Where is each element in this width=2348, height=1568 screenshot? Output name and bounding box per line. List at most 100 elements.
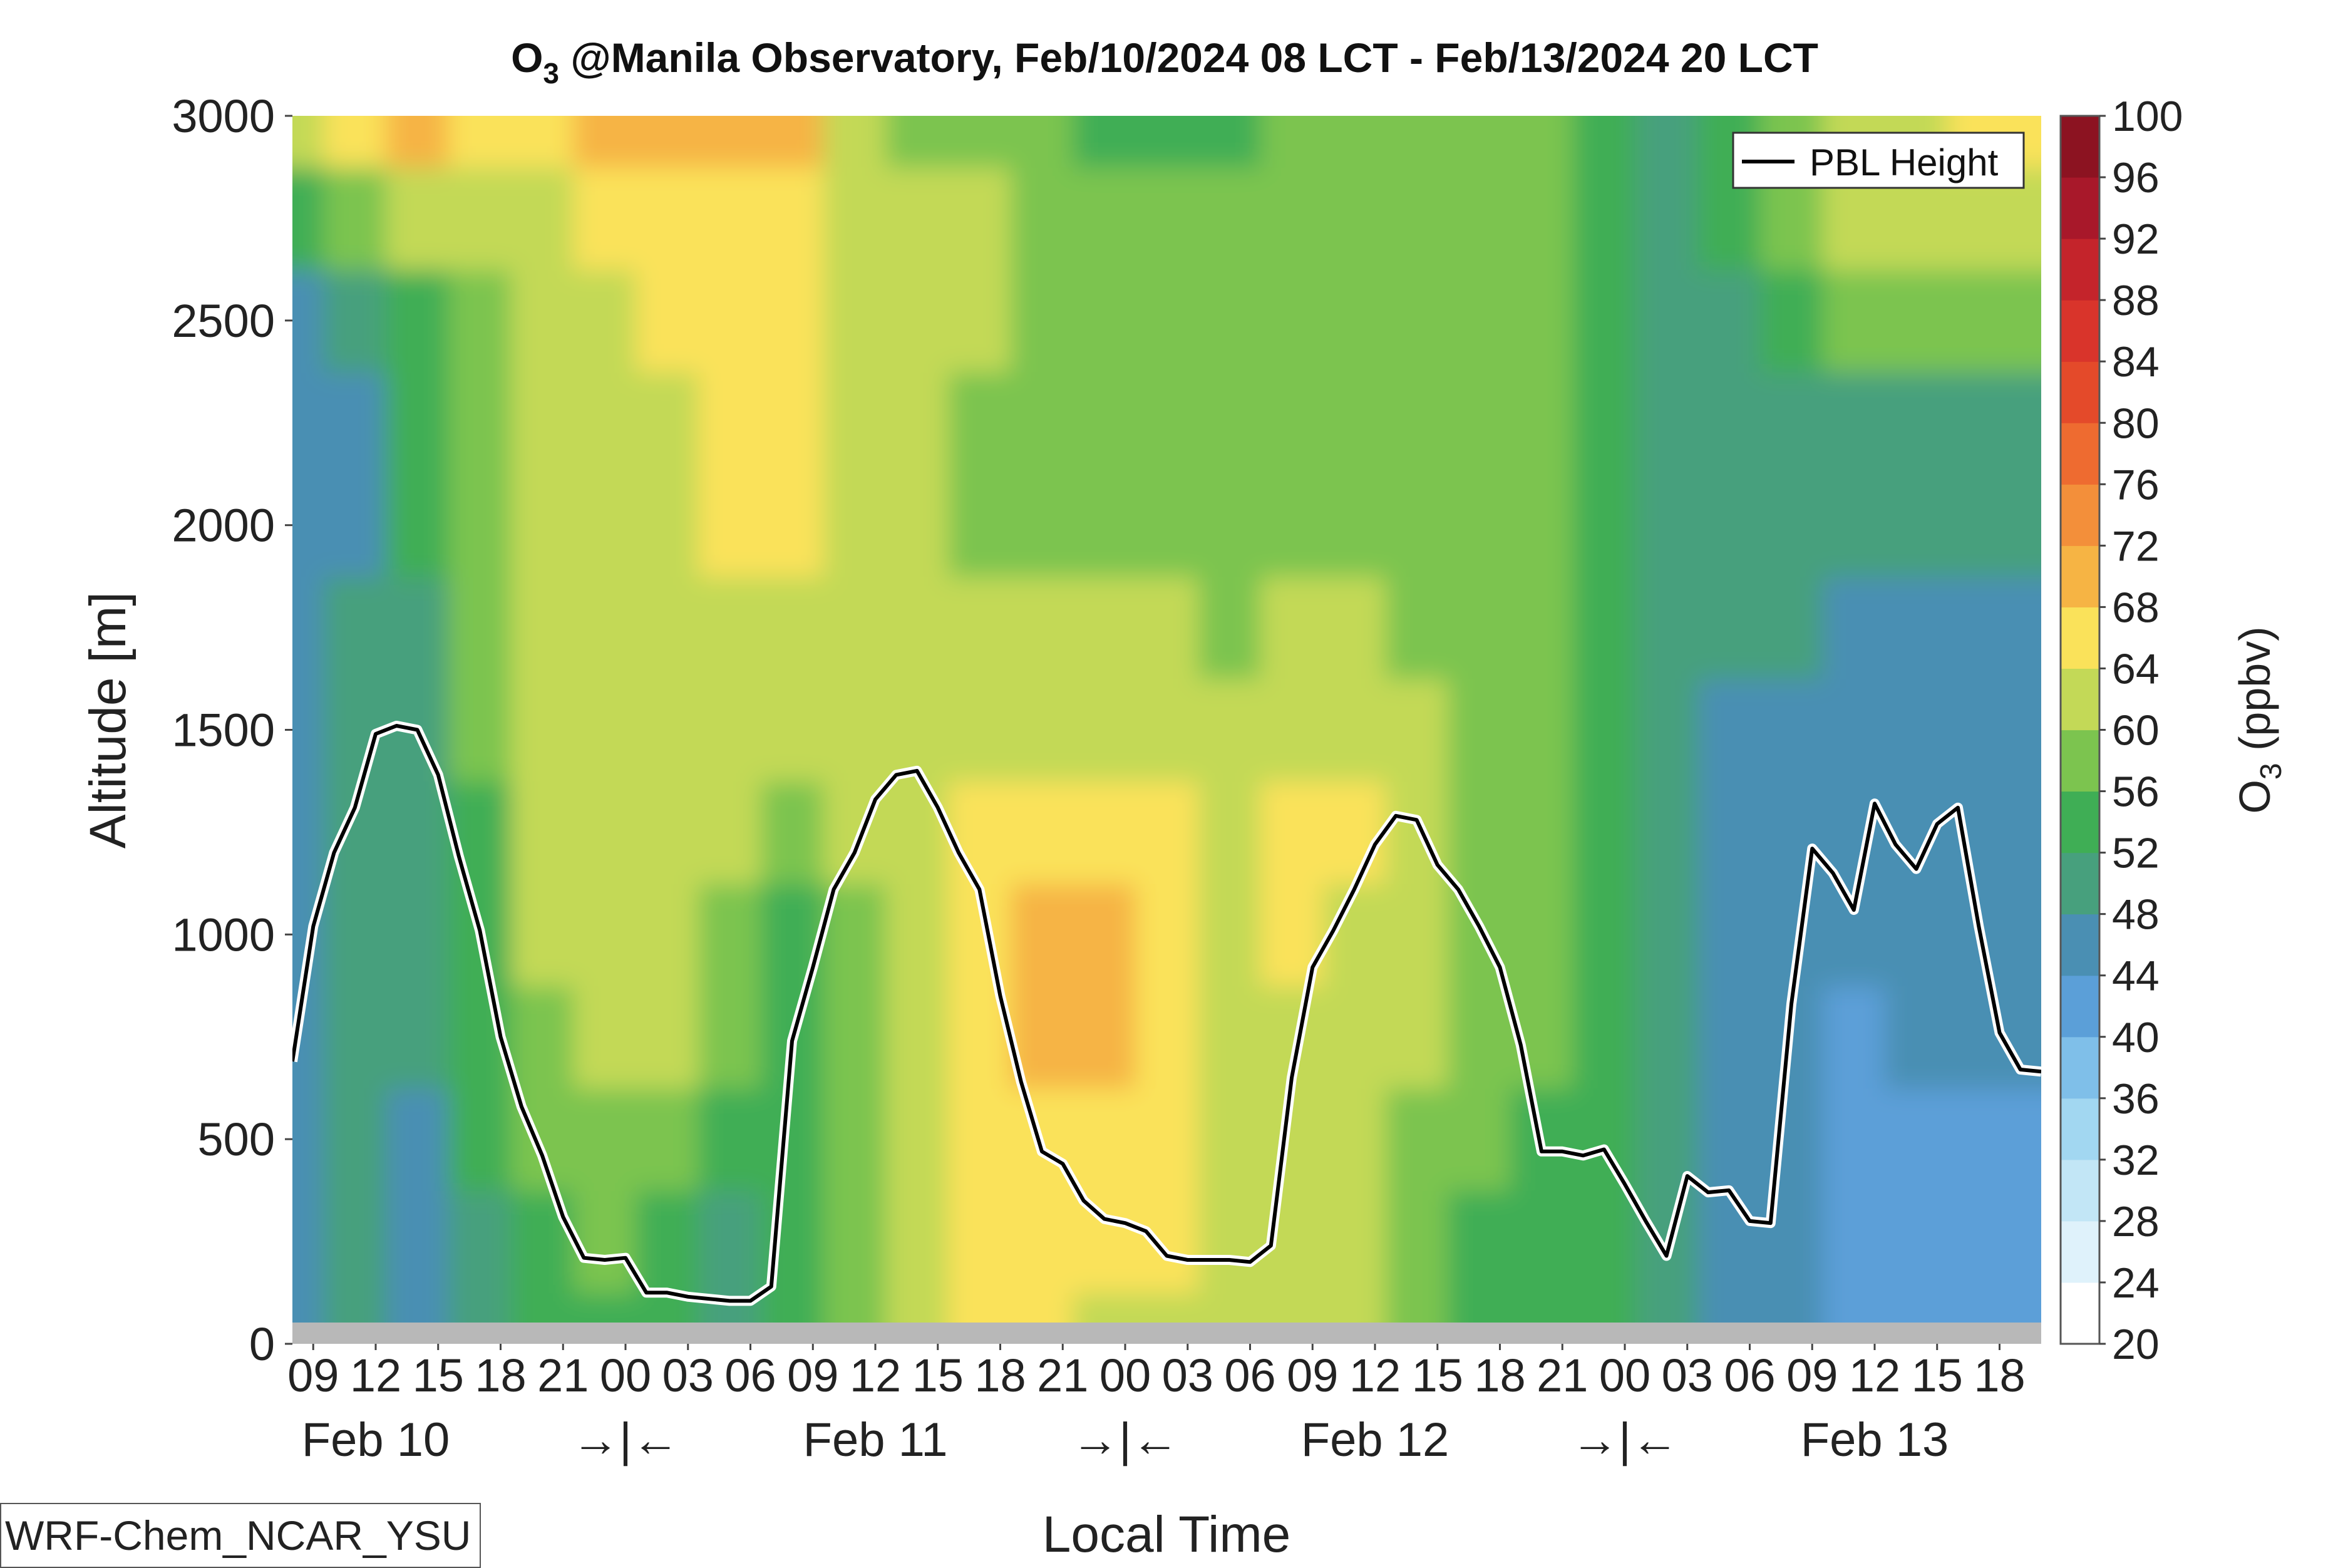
o3-cell [1697,883,1761,986]
o3-cell [386,371,450,475]
y-tick-label: 3000 [172,90,275,142]
o3-cell [573,1088,637,1191]
o3-cell [823,167,887,271]
o3-cell [948,167,1012,271]
o3-cell [1947,371,2011,475]
o3-cell [1011,116,1074,168]
x-tick-label: 09 [1786,1349,1838,1401]
o3-cell [2010,1190,2041,1294]
o3-cell [1572,474,1636,577]
o3-cell [1635,678,1699,782]
o3-cell [1635,883,1699,986]
x-tick-label: 15 [1912,1349,1963,1401]
o3-cell [511,1292,574,1323]
x-tick-label: 12 [350,1349,401,1401]
o3-cell [1510,167,1573,271]
o3-cell [885,1292,949,1323]
colorbar-tick-label: 20 [2112,1321,2160,1368]
x-tick-label: 12 [850,1349,901,1401]
o3-cell [1697,1088,1761,1191]
o3-cell [1198,678,1262,782]
o3-cell [1385,986,1449,1089]
o3-cell [636,986,699,1089]
colorbar-swatch [2061,545,2099,607]
o3-cell [2010,576,2041,679]
colorbar-swatch [2061,300,2099,362]
o3-cell [323,116,387,168]
o3-cell [1885,678,1949,782]
o3-cell [885,1088,949,1191]
x-tick-label: 15 [912,1349,964,1401]
o3-cell [323,576,387,679]
o3-cell [511,474,574,577]
o3-cell [823,116,887,168]
o3-cell [1198,986,1262,1089]
o3-cell [1385,1088,1449,1191]
o3-cell [1885,1190,1949,1294]
colorbar-tick-label: 44 [2112,952,2160,1000]
o3-cell [1947,678,2011,782]
o3-cell [1135,269,1199,373]
o3-cell [2010,371,2041,475]
o3-cell [323,1292,387,1323]
o3-cell [1385,269,1449,373]
o3-cell [1635,167,1699,271]
o3-cell [1073,1292,1136,1323]
colorbar-tick-label: 52 [2112,830,2160,877]
o3-cell [698,167,762,271]
o3-cell [1322,116,1386,168]
o3-cell [948,269,1012,373]
x-tick-label: 09 [787,1349,838,1401]
ground-bar [292,1323,2041,1344]
o3-cell [761,167,824,271]
pbl-height-line [292,724,2041,1303]
o3-cell [1448,1088,1511,1191]
o3-cell [636,678,699,782]
o3-cell [1260,1292,1324,1323]
y-tick-label: 1500 [172,704,275,756]
x-tick-label: 12 [1349,1349,1401,1401]
x-tick-label: 09 [1287,1349,1338,1401]
o3-cell [1448,781,1511,884]
x-tick-label: 03 [1162,1349,1213,1401]
o3-cell [698,576,762,679]
o3-cell [573,576,637,679]
x-tick-label: 03 [662,1349,714,1401]
o3-cell [1198,1088,1262,1191]
o3-cell [1760,371,1823,475]
pbl-height-series [292,721,2041,1306]
o3-cell [448,678,512,782]
o3-cell [885,269,949,373]
o3-cell [1073,474,1136,577]
colorbar-tick-label: 68 [2112,584,2160,631]
o3-cell [386,474,450,577]
o3-cell [823,1292,887,1323]
o3-cell [1448,1292,1511,1323]
o3-cell [636,883,699,986]
x-tick-label: 06 [1224,1349,1275,1401]
x-tick-label: 12 [1849,1349,1900,1401]
o3-cell [1572,1088,1636,1191]
o3-cell [1135,678,1199,782]
o3-cell [823,474,887,577]
colorbar-label: O3 (ppbv) [2230,626,2288,813]
o3-cell [1073,1088,1136,1191]
o3-cell [1947,269,2011,373]
o3-cell [292,678,324,782]
o3-cell [1760,1292,1823,1323]
colorbar-tick-label: 80 [2112,400,2160,447]
x-axis: 09 12 15 18 21 00 03 06 09 12 15 18 21 00 03 06 09 12 15 18… [287,1344,2026,1467]
x-tick-label: 18 [1974,1349,2025,1401]
o3-cell [636,371,699,475]
o3-cell [573,167,637,271]
day-label: Feb 12 [1301,1413,1449,1467]
o3-cell [1198,883,1262,986]
o3-cell [323,1088,387,1191]
o3-cell [448,1292,512,1323]
o3-cell [386,1190,450,1294]
o3-cell [1073,678,1136,782]
o3-cell [885,678,949,782]
o3-cell [1822,986,1886,1089]
o3-cell [511,883,574,986]
o3-cell [1322,576,1386,679]
